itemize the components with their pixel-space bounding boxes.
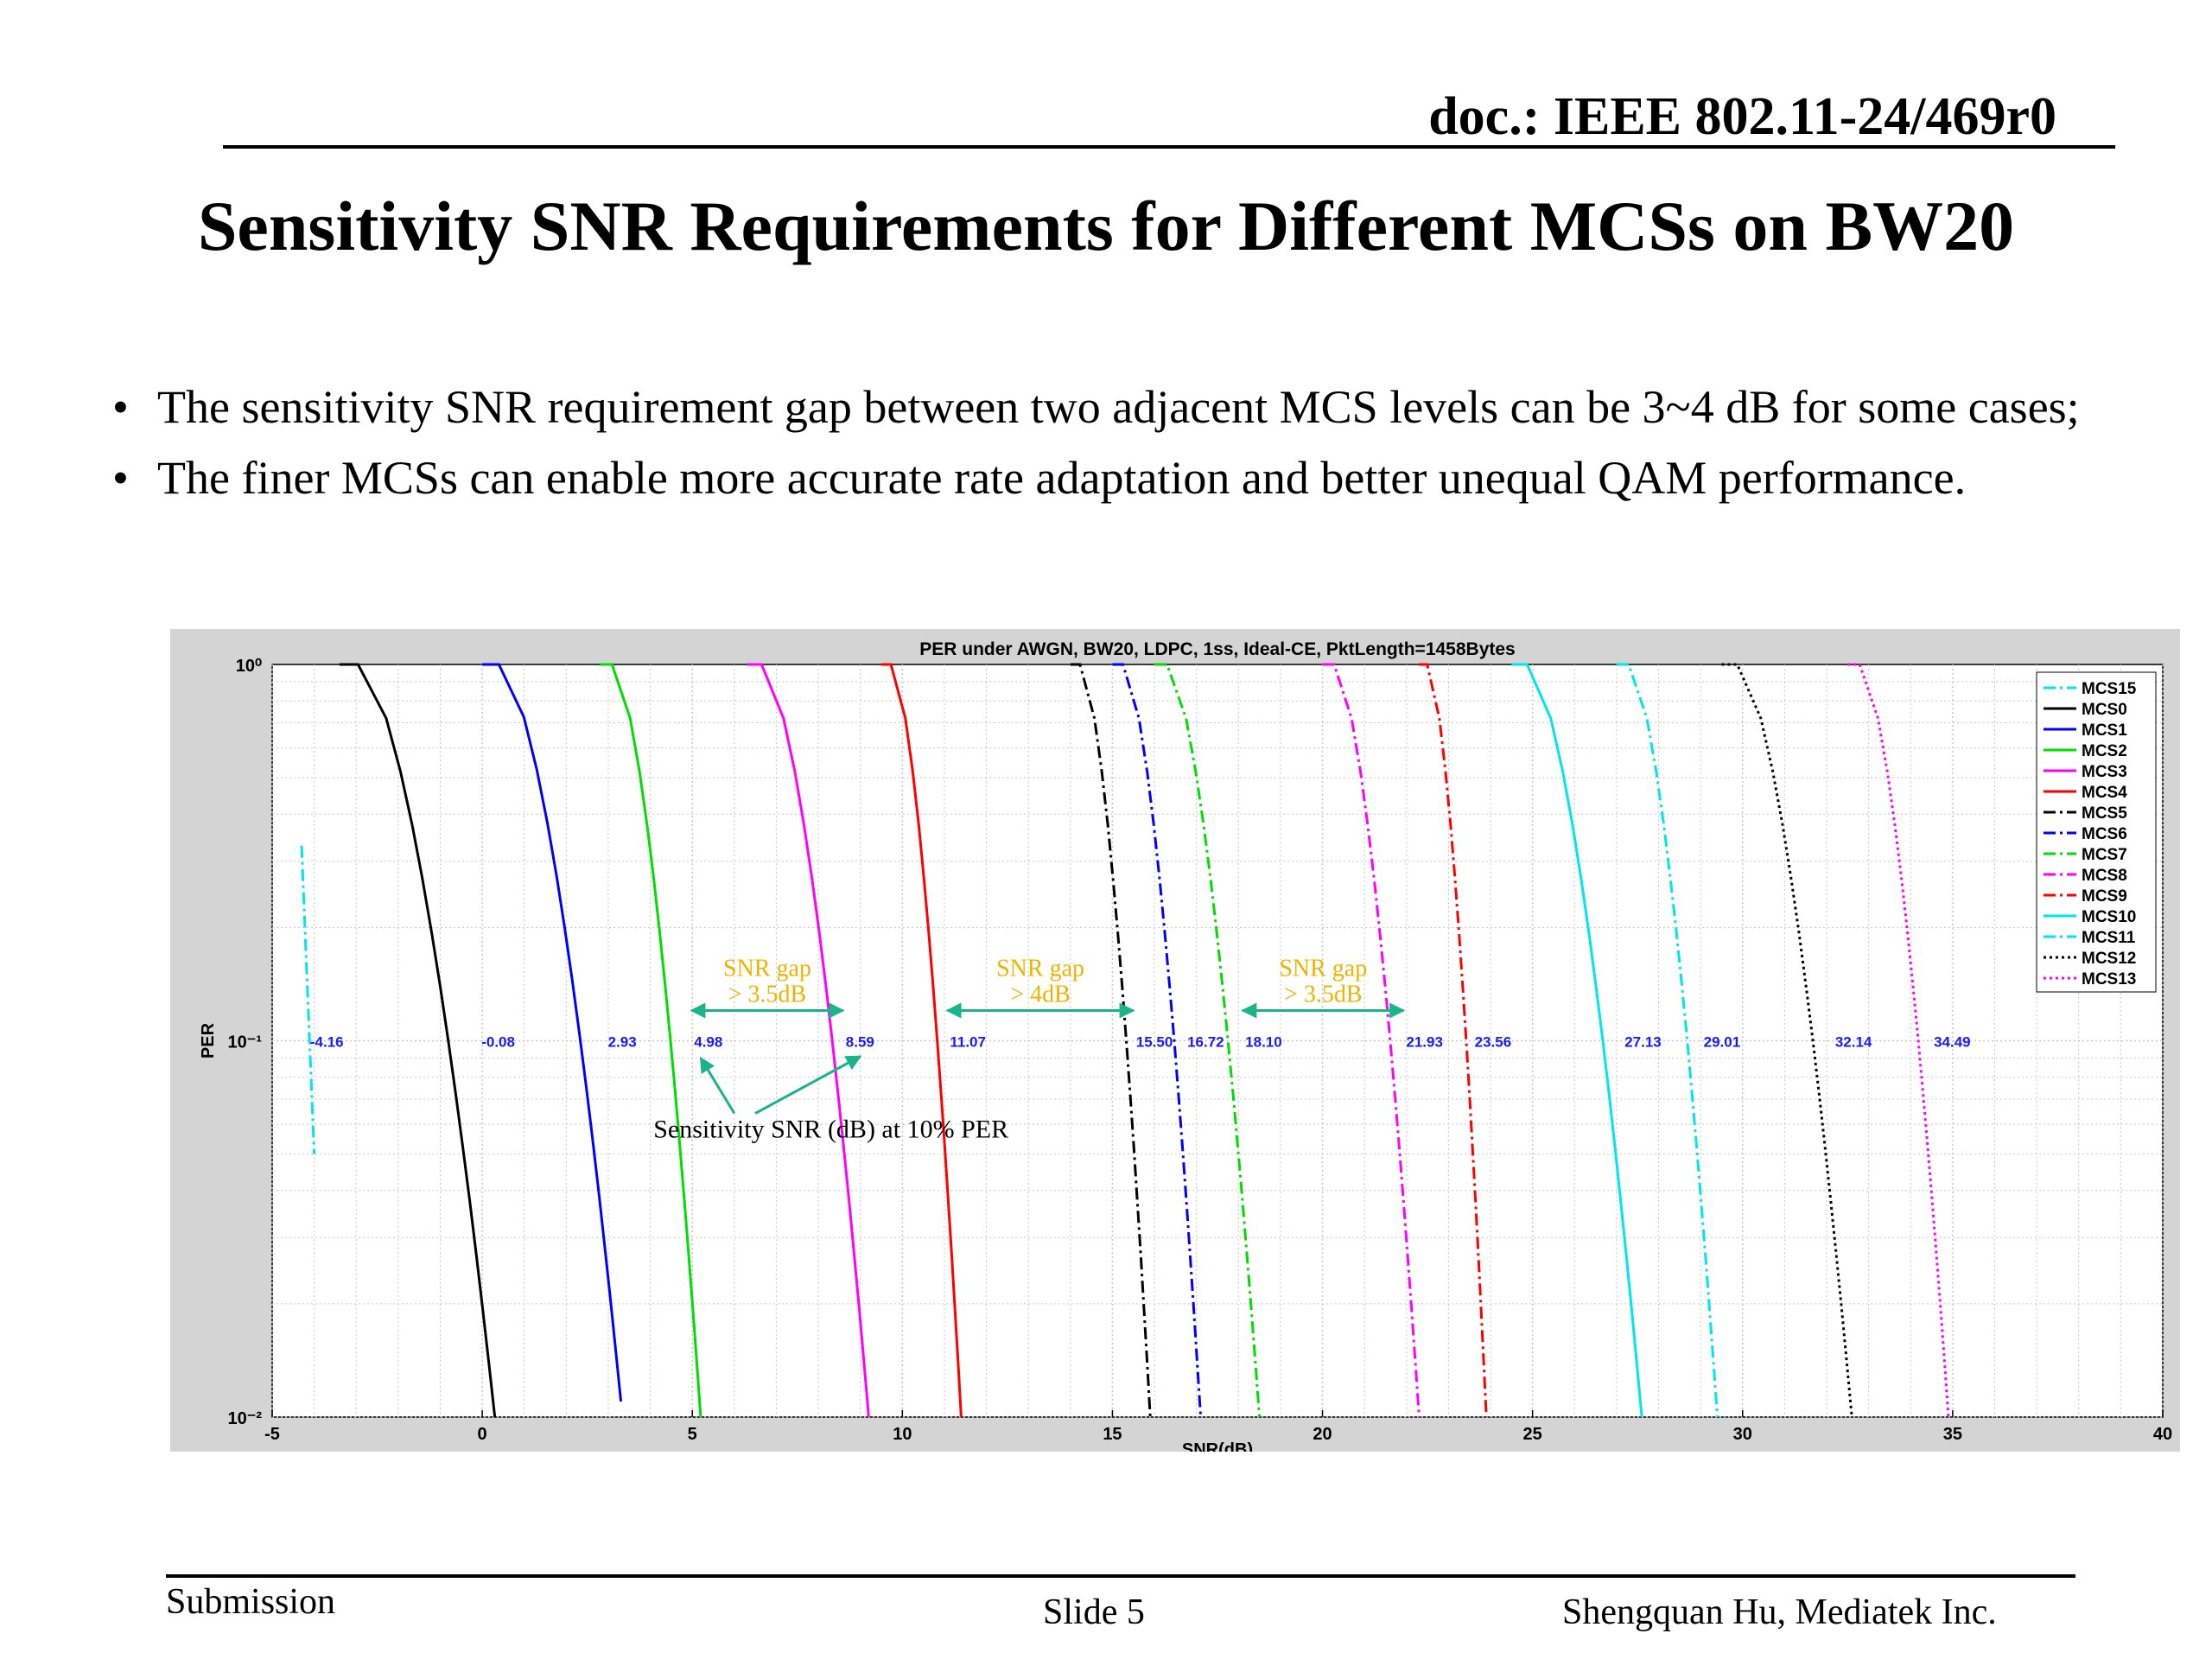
x-tick-label: 40 [2153,1425,2172,1444]
y-axis-label: PER [199,1022,218,1058]
sensitivity-label: -4.16 [310,1034,344,1051]
legend-entry: MCS3 [2082,763,2127,781]
bullet-item: The sensitivity SNR requirement gap betw… [112,372,2080,442]
y-tick-label: 10⁻¹ [228,1033,263,1052]
series-line-mcs4 [881,663,963,1418]
x-tick-label: 5 [688,1425,697,1444]
sensitivity-label: 16.72 [1187,1034,1224,1051]
per-chart: PER under AWGN, BW20, LDPC, 1ss, Ideal-C… [199,639,2172,1452]
bullet-item: The finer MCSs can enable more accurate … [112,442,2080,513]
sensitivity-label: 11.07 [950,1034,986,1051]
snr-gap-value: > 3.5dB [1284,982,1362,1008]
sensitivity-label: 32.14 [1835,1034,1872,1051]
sensitivity-label: -0.08 [481,1034,515,1051]
x-tick-label: 20 [1313,1425,1332,1444]
sensitivity-label: 4.98 [694,1034,722,1051]
footer-submission: Submission [166,1582,336,1622]
legend-box [2036,671,2157,993]
legend-entry: MCS4 [2082,784,2127,802]
series-line-mcs13 [1847,663,1950,1418]
series-line-mcs1 [482,663,623,1402]
x-tick-label: 10 [893,1425,912,1444]
sensitivity-label: 15.50 [1136,1034,1173,1051]
legend-entry: MCS5 [2082,804,2127,823]
legend-entry: MCS8 [2082,867,2127,885]
chart-panel: PER under AWGN, BW20, LDPC, 1ss, Ideal-C… [170,629,2180,1452]
sensitivity-note: Sensitivity SNR (dB) at 10% PER [653,1116,1008,1144]
series-line-mcs15 [300,845,316,1154]
series-line-mcs9 [1419,663,1488,1418]
legend-entry: MCS12 [2082,950,2136,968]
series-line-mcs11 [1616,663,1719,1418]
legend-entry: MCS7 [2082,846,2127,864]
footer-rule [166,1574,2075,1578]
x-tick-label: 25 [1523,1425,1542,1444]
footer-slide-number: Slide 5 [1043,1592,1145,1632]
x-tick-label: 0 [478,1425,487,1444]
legend-entry: MCS6 [2082,825,2127,843]
sensitivity-label: 29.01 [1704,1034,1741,1051]
note-arrow [754,1055,862,1115]
x-tick-label: -5 [264,1425,280,1444]
legend-entry: MCS9 [2082,887,2127,906]
legend-entry: MCS13 [2082,970,2136,988]
plot-area [271,664,2164,1418]
legend-entry: MCS0 [2082,701,2127,719]
x-tick-label: 35 [1943,1425,1962,1444]
legend-entry: MCS11 [2082,929,2136,947]
snr-gap-label: SNR gap [996,956,1084,982]
snr-gap-value: > 3.5dB [728,982,806,1008]
bullet-list: The sensitivity SNR requirement gap betw… [112,372,2080,513]
sensitivity-label: 21.93 [1406,1034,1443,1051]
series-line-mcs10 [1511,663,1643,1418]
x-tick-label: 15 [1103,1425,1122,1444]
series-line-mcs7 [1154,663,1262,1418]
legend-entry: MCS10 [2082,908,2136,926]
series-line-mcs5 [1070,663,1152,1418]
snr-gap-label: SNR gap [723,956,811,982]
chart-title: PER under AWGN, BW20, LDPC, 1ss, Ideal-C… [919,639,1515,659]
sensitivity-label: 18.10 [1245,1034,1282,1051]
legend-entry: MCS1 [2082,721,2127,740]
snr-gap-value: > 4dB [1010,982,1070,1008]
sensitivity-label: 27.13 [1624,1034,1662,1051]
legend-entry: MCS15 [2082,680,2137,698]
slide-title: Sensitivity SNR Requirements for Differe… [197,187,2015,265]
sensitivity-label: 23.56 [1475,1034,1512,1051]
sensitivity-label: 8.59 [846,1034,874,1051]
legend-entry: MCS2 [2082,742,2127,760]
y-tick-label: 10⁰ [236,657,262,676]
sensitivity-label: 34.49 [1934,1034,1971,1051]
x-axis-label: SNR(dB) [1182,1440,1253,1452]
y-tick-label: 10⁻² [228,1409,263,1428]
series-line-mcs8 [1322,663,1421,1418]
series-line-mcs2 [600,663,702,1418]
note-arrow [699,1056,736,1115]
series-line-mcs6 [1112,663,1203,1418]
x-tick-label: 30 [1733,1425,1752,1444]
series-line-mcs0 [339,663,497,1418]
document-id: doc.: IEEE 802.11-24/469r0 [1428,87,2056,146]
sensitivity-label: 2.93 [608,1034,637,1051]
snr-gap-label: SNR gap [1279,956,1367,982]
header-rule [223,145,2115,149]
footer-author: Shengquan Hu, Mediatek Inc. [1562,1592,1997,1632]
